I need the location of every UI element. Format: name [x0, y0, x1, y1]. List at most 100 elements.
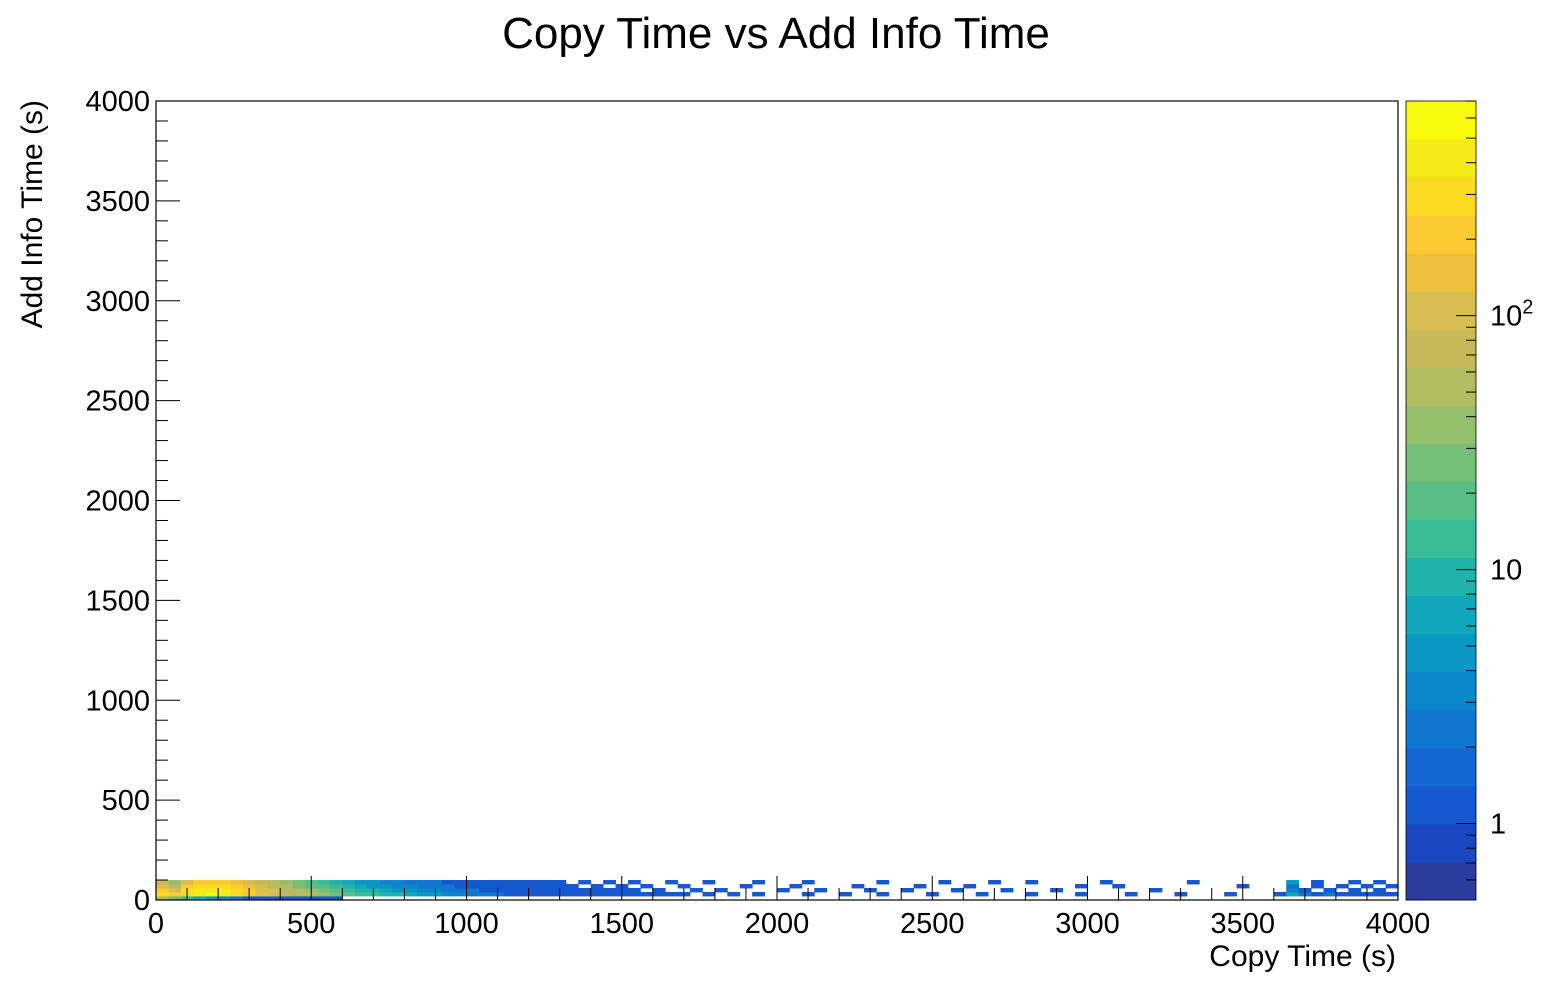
colorbar-segment: [1406, 215, 1476, 254]
heatmap-cell: [292, 884, 306, 889]
y-tick-label: 3500: [85, 186, 150, 218]
heatmap-cell: [516, 888, 529, 893]
y-tick-label: 1000: [85, 685, 150, 717]
heatmap-cell: [665, 880, 679, 885]
heatmap-cell: [329, 884, 343, 889]
heatmap-cell: [752, 880, 765, 885]
heatmap-cell: [404, 880, 418, 885]
heatmap-cell: [280, 888, 294, 893]
heatmap-cell: [205, 880, 219, 885]
colorbar-segment: [1406, 785, 1476, 825]
heatmap-cell: [516, 892, 529, 897]
heatmap-cell: [777, 888, 790, 893]
heatmap-cell: [230, 888, 244, 893]
heatmap-cell: [1348, 888, 1362, 893]
heatmap-cell: [255, 892, 269, 897]
heatmap-cell: [193, 896, 207, 901]
heatmap-cell: [901, 888, 915, 893]
x-tick-label: 1000: [434, 908, 499, 940]
y-tick-label: 2500: [85, 386, 150, 418]
heatmap-cell: [230, 880, 244, 885]
heatmap-cell: [603, 888, 616, 893]
heatmap-cell: [404, 888, 418, 893]
heatmap-cell: [255, 884, 269, 889]
heatmap-cell: [367, 884, 380, 889]
heatmap-cell: [1348, 892, 1362, 897]
heatmap-cell: [156, 888, 169, 893]
heatmap-cell: [168, 892, 182, 897]
heatmap-cell: [1311, 880, 1324, 885]
heatmap-cell: [1273, 892, 1287, 897]
heatmap-cell: [1323, 892, 1337, 897]
heatmap-cell: [242, 880, 256, 885]
heatmap-cell: [354, 892, 368, 897]
heatmap-cell: [342, 880, 356, 885]
heatmap-cell: [640, 892, 654, 897]
x-tick-label: 4000: [1366, 908, 1431, 940]
heatmap-cell: [1323, 888, 1337, 893]
heatmap-cell: [429, 880, 443, 885]
heatmap-cell: [416, 888, 430, 893]
heatmap-cell: [441, 888, 455, 893]
heatmap-cell: [205, 884, 219, 889]
heatmap-cell: [1099, 880, 1113, 885]
heatmap-cell: [851, 884, 865, 889]
heatmap-cell: [156, 892, 169, 897]
heatmap-cell: [156, 896, 169, 901]
heatmap-cell: [603, 880, 616, 885]
heatmap-cell: [652, 888, 666, 893]
colorbar-segment: [1406, 481, 1476, 521]
heatmap-cell: [988, 880, 1001, 885]
heatmap-cell: [454, 892, 467, 897]
heatmap-cell: [1124, 892, 1138, 897]
heatmap-cell: [565, 888, 579, 893]
heatmap-cell: [565, 884, 579, 889]
heatmap-cell: [1373, 880, 1386, 885]
heatmap-cell: [1373, 888, 1386, 893]
heatmap-cell: [193, 880, 207, 885]
heatmap-cell: [578, 892, 592, 897]
heatmap-cell: [466, 880, 480, 885]
heatmap-cell: [950, 888, 964, 893]
heatmap-cell: [1286, 884, 1300, 889]
heatmap-cell: [354, 888, 368, 893]
y-axis: 0 500 1000 1500 2000 2500 3000 3500 4000: [85, 86, 180, 917]
heatmap-cell: [441, 884, 455, 889]
heatmap-cell: [677, 884, 691, 889]
heatmap-cell: [913, 884, 927, 889]
heatmap-cell: [454, 884, 467, 889]
heatmap-cell: [603, 892, 616, 897]
heatmap-cell: [391, 888, 405, 893]
heatmap-cell: [354, 884, 368, 889]
heatmap-cell: [814, 888, 828, 893]
heatmap-cell: [404, 884, 418, 889]
heatmap-cell: [478, 880, 492, 885]
heatmap-cell: [627, 888, 641, 893]
heatmap-cell: [1373, 892, 1386, 897]
heatmap-cell: [727, 892, 741, 897]
heatmap-cell: [553, 880, 567, 885]
heatmap-cell: [1385, 884, 1399, 889]
colorbar-segment: [1406, 177, 1476, 216]
heatmap-cell: [255, 880, 269, 885]
heatmap-cell: [156, 880, 169, 885]
colorbar-segment: [1406, 367, 1476, 406]
heatmap-cell: [416, 892, 430, 897]
x-tick-label: 3000: [1055, 908, 1120, 940]
heatmap-cell: [690, 888, 703, 893]
heatmap-cell: [205, 892, 219, 897]
heatmap-cell: [280, 884, 294, 889]
heatmap-cell: [466, 888, 480, 893]
colorbar-tick-label: 10: [1490, 555, 1522, 587]
colorbar-segment: [1406, 291, 1476, 330]
heatmap-cell: [1149, 888, 1163, 893]
heatmap-cell: [168, 896, 182, 901]
heatmap-cell: [218, 880, 231, 885]
color-scale-bar: 1 10 102: [1405, 100, 1533, 901]
heatmap-cell: [292, 896, 306, 901]
x-tick-label: 500: [287, 908, 335, 940]
heatmap-cell: [565, 892, 579, 897]
colorbar-segment: [1406, 139, 1476, 178]
heatmap-cell: [839, 892, 852, 897]
